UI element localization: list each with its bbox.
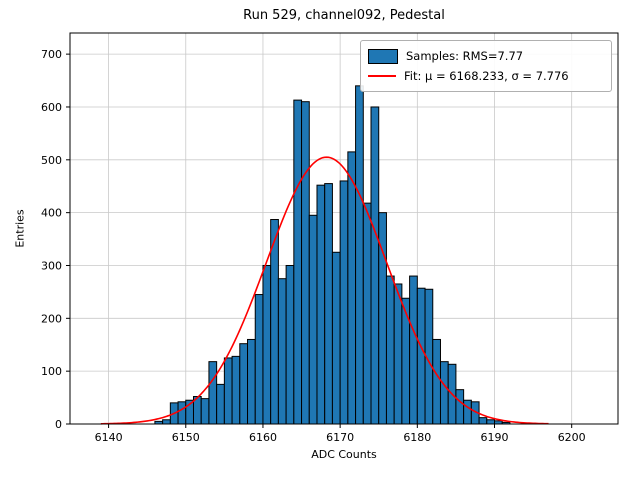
- histogram-bar: [455, 389, 465, 425]
- fit-line-swatch-icon: [368, 75, 396, 77]
- histogram-bar: [439, 361, 449, 425]
- histogram-bar: [393, 283, 403, 425]
- histogram-bar: [347, 151, 357, 425]
- histogram-bar: [463, 399, 472, 425]
- histogram-bar: [270, 219, 279, 425]
- histogram-bar: [301, 101, 310, 425]
- histogram-bar: [277, 278, 287, 425]
- histogram-bar: [247, 338, 256, 425]
- histogram-bar: [432, 338, 441, 425]
- histogram-bar: [331, 251, 341, 425]
- y-tick-label: 300: [41, 259, 62, 272]
- x-tick-label: 6170: [326, 431, 354, 444]
- histogram-bar: [200, 398, 210, 425]
- legend: Samples: RMS=7.77 Fit: μ = 6168.233, σ =…: [360, 40, 612, 92]
- histogram-bar: [293, 99, 303, 425]
- y-axis-label: Entries: [13, 209, 27, 248]
- histogram-bar: [177, 401, 187, 425]
- histogram-bar: [416, 287, 426, 425]
- histogram-bar: [370, 106, 380, 425]
- histogram-bar: [478, 417, 488, 425]
- histogram-bar: [239, 343, 249, 425]
- legend-label-samples: Samples: RMS=7.77: [406, 49, 524, 63]
- histogram-bar: [385, 275, 395, 425]
- x-axis-label: ADC Counts: [311, 448, 377, 461]
- x-tick-label: 6190: [481, 431, 509, 444]
- histogram-bar: [324, 183, 333, 425]
- x-tick-label: 6180: [403, 431, 431, 444]
- legend-item-samples: Samples: RMS=7.77: [368, 46, 603, 66]
- y-tick-label: 400: [41, 207, 62, 220]
- histogram-bar: [216, 383, 225, 425]
- y-tick-label: 600: [41, 101, 62, 114]
- x-tick-label: 6150: [172, 431, 200, 444]
- y-tick-label: 0: [55, 418, 62, 431]
- fit-curve: [100, 156, 549, 425]
- histogram-bar: [231, 355, 241, 425]
- y-tick-label: 700: [41, 48, 62, 61]
- chart-title: Run 529, channel092, Pedestal: [243, 8, 445, 23]
- x-tick-label: 6160: [249, 431, 277, 444]
- x-tick-label: 6140: [95, 431, 123, 444]
- histogram-bar: [254, 294, 264, 425]
- x-tick-label: 6200: [558, 431, 586, 444]
- histogram-bar: [285, 264, 295, 425]
- histogram-bar: [355, 85, 364, 425]
- y-tick-label: 500: [41, 154, 62, 167]
- histogram-bar: [316, 184, 326, 425]
- legend-item-fit: Fit: μ = 6168.233, σ = 7.776: [368, 66, 603, 86]
- histogram-bar: [308, 214, 318, 425]
- histogram-bar: [223, 357, 233, 425]
- histogram-swatch-icon: [368, 48, 398, 64]
- legend-label-fit: Fit: μ = 6168.233, σ = 7.776: [404, 69, 569, 83]
- histogram-bar: [486, 419, 496, 425]
- histogram-bar: [208, 361, 218, 425]
- histogram-bar: [162, 419, 171, 425]
- histogram-bar: [262, 264, 272, 425]
- y-tick-label: 200: [41, 312, 62, 325]
- histogram-bar: [339, 180, 349, 425]
- histogram-bar: [409, 275, 418, 425]
- histogram-bar: [362, 202, 372, 425]
- y-tick-label: 100: [41, 365, 62, 378]
- axes-frame: [69, 32, 619, 425]
